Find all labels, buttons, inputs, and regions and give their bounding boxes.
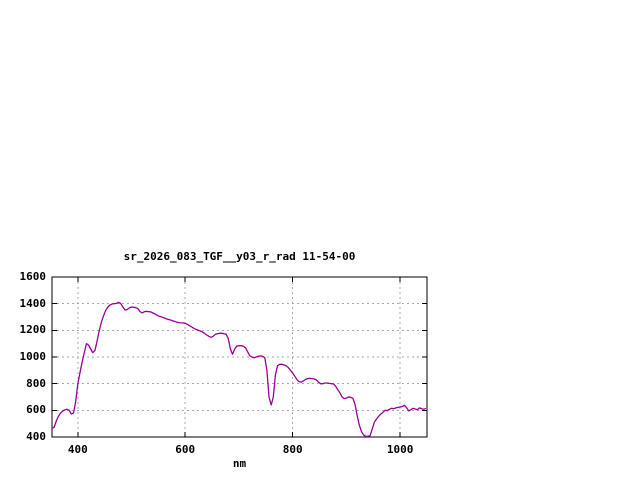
x-tick-label: 1000: [386, 443, 414, 456]
y-tick-label: 800: [26, 376, 46, 390]
x-axis-label: nm: [232, 457, 247, 470]
y-tick-label: 400: [26, 430, 46, 443]
x-tick-label: 600: [175, 443, 196, 456]
y-tick-label: 1000: [19, 350, 47, 363]
y-tick-label: 1600: [19, 270, 47, 283]
y-tick-label: 1400: [19, 296, 47, 310]
x-tick-label: 800: [282, 443, 303, 456]
x-tick-label: 400: [67, 443, 88, 456]
y-tick-label: 1200: [19, 323, 47, 337]
y-tick-label: 600: [26, 403, 46, 417]
chart-title: sr_2026_083_TGF__y03_r_rad 11-54-00: [123, 250, 356, 263]
data-line-spectral-radiance: [51, 301, 427, 437]
